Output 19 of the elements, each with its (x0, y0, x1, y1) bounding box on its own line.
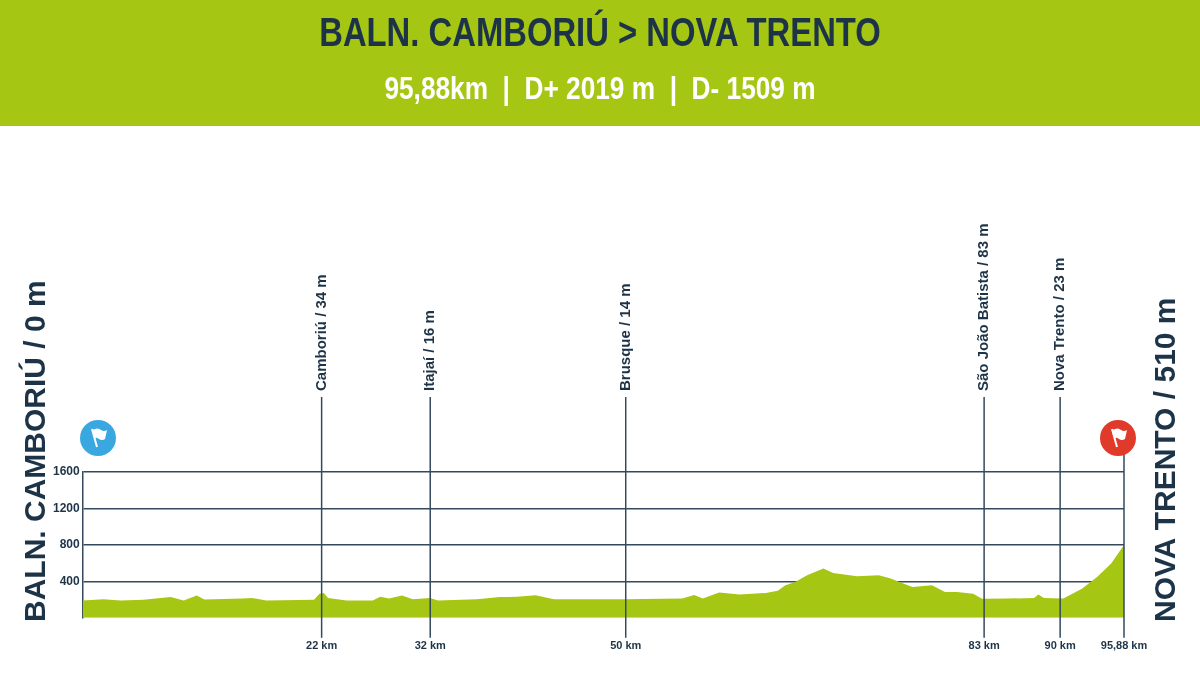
x-tick-label: 95,88 km (1100, 639, 1148, 652)
ref-line-label: Itajaí / 16 m (420, 310, 438, 391)
y-tick-label: 1200 (52, 500, 81, 515)
x-tick-label: 32 km (414, 639, 447, 652)
y-tick-label: 1600 (52, 464, 81, 479)
text: BALN. CAMBORIÚ / 0 m (18, 280, 52, 622)
chart-title: BALN. CAMBORIÚ > NOVA TRENTO (318, 10, 882, 55)
ref-line-label: Nova Trento / 23 m (1050, 257, 1068, 391)
chart-subtitle: 95,88km | D+ 2019 m | D- 1509 m (383, 70, 817, 107)
x-tick-label: 90 km (1044, 639, 1076, 652)
y-tick-label: 400 (59, 573, 81, 588)
y-tick-label: 800 (59, 537, 81, 552)
ref-line-label: Camboriú / 34 m (311, 274, 329, 391)
text: NOVA TRENTO / 510 m (1148, 297, 1182, 622)
ref-line-label: Brusque / 14 m (615, 283, 633, 391)
x-tick-label: 83 km (968, 639, 1000, 652)
ref-line-label: São João Batista / 83 m (974, 223, 992, 391)
x-tick-label: 22 km (306, 639, 338, 652)
x-tick-label: 50 km (610, 639, 642, 652)
